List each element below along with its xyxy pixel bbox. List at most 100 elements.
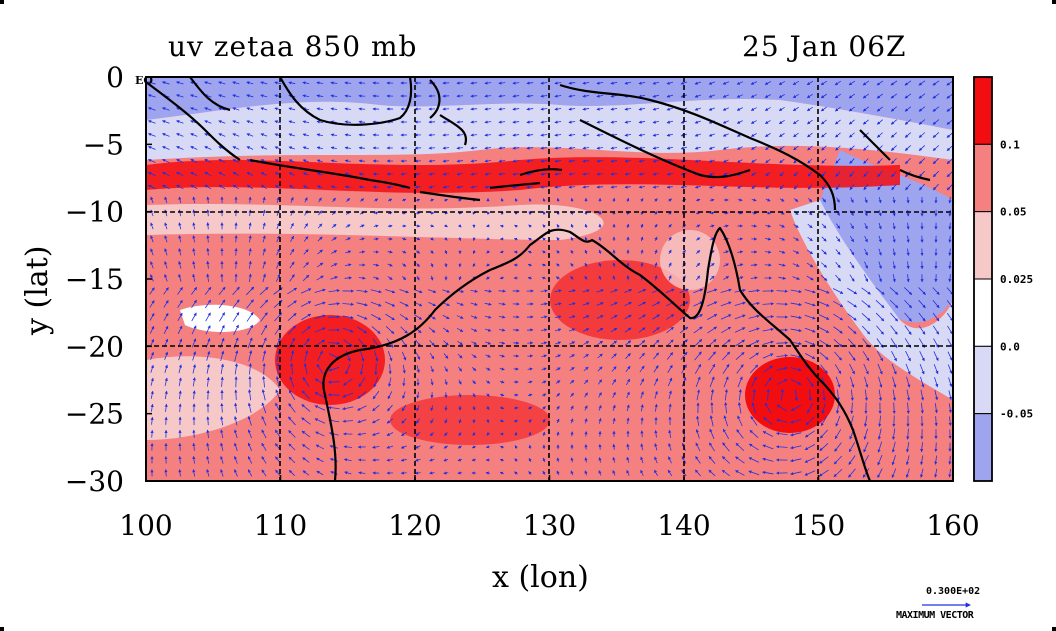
wind-vector [484,120,492,124]
wind-vector [652,159,659,163]
wind-vector [288,172,295,176]
wind-vector [695,237,701,241]
wind-vector [218,94,226,98]
wind-vector [848,93,856,99]
wind-vector [246,120,254,124]
wind-vector [345,224,351,228]
wind-vector [694,185,701,189]
wind-vector [835,132,841,138]
wind-vector [806,119,813,125]
wind-vector [610,146,618,150]
inland-strong-patch [550,260,690,340]
wind-vector [344,146,351,150]
wind-vector [877,183,883,191]
wind-vector [344,81,352,85]
wind-vector [289,261,295,269]
wind-vector [638,107,646,111]
wind-vector [932,80,940,86]
wind-vector [178,260,182,269]
vector-key-caption: MAXIMUM VECTOR [896,610,974,621]
wind-vector [164,196,168,204]
wind-vector [596,81,604,85]
wind-vector [570,236,574,241]
wind-vector [512,159,520,163]
wind-vector [848,80,856,86]
wind-vector [820,80,828,86]
wind-vector [834,80,842,86]
wind-vector [610,185,618,189]
wind-vector [303,223,309,229]
wind-vector [596,133,604,137]
wind-vector [373,237,379,241]
wind-vector [470,172,478,176]
wind-vector [948,222,952,230]
wind-vector [528,224,532,228]
wind-vector [232,171,240,177]
wind-vector [892,197,896,204]
wind-vector [458,237,462,242]
wind-vector [750,133,757,137]
colorbar-swatch [973,278,993,347]
wind-vector [596,107,604,111]
wind-vector-field [147,80,953,479]
wind-vector [779,145,785,151]
wind-vector [751,211,757,215]
wind-vector [652,94,660,98]
wind-vector [147,146,156,150]
wind-vector [178,248,182,256]
wind-vector [652,81,660,85]
south-strong-patch [390,395,550,445]
wind-vector [864,210,868,217]
wind-vector [610,172,618,176]
wind-vector [807,236,813,242]
wind-vector [470,133,478,137]
wind-vector [302,159,309,163]
wind-vector [666,146,673,150]
lon-tick-label: 150 [792,509,845,542]
wind-vector [401,237,407,241]
wind-vector [416,224,421,228]
wind-vector [877,158,883,164]
wind-vector [302,172,309,176]
wind-vector [162,146,170,150]
wind-vector [178,235,182,243]
wind-vector [331,223,337,229]
wind-vector [218,133,226,137]
wind-vector [626,275,630,281]
wind-vector [834,93,842,99]
wind-vector [148,184,156,190]
wind-vector [302,120,310,124]
wind-vector [654,198,658,202]
wind-vector [862,119,869,125]
wind-vector [765,159,771,163]
wind-vector [694,120,701,124]
wind-vector [190,146,198,150]
wind-vector [584,262,588,267]
wind-vector [374,198,379,202]
wind-vector [540,94,548,98]
wind-vector [778,81,786,85]
wind-vector [764,81,772,85]
wind-vector [890,80,898,86]
wind-vector [274,146,282,150]
wind-vector [147,159,156,163]
wind-vector [765,171,771,177]
wind-vector [442,159,450,163]
wind-vector [666,172,673,176]
wind-vector [430,224,435,228]
wind-vector [317,236,323,242]
wind-vector [652,185,659,189]
wind-vector [330,120,338,124]
wind-vector [512,107,520,111]
wind-vector [246,184,253,190]
wind-vector [668,236,672,241]
wind-vector [764,120,771,124]
wind-vector [542,224,546,228]
wind-vector [864,248,868,256]
wind-vector [570,223,574,228]
wind-vector [204,120,212,124]
wind-vector [582,133,590,137]
wind-vector [612,197,616,202]
wind-vector [862,106,870,112]
wind-vector [248,247,252,256]
